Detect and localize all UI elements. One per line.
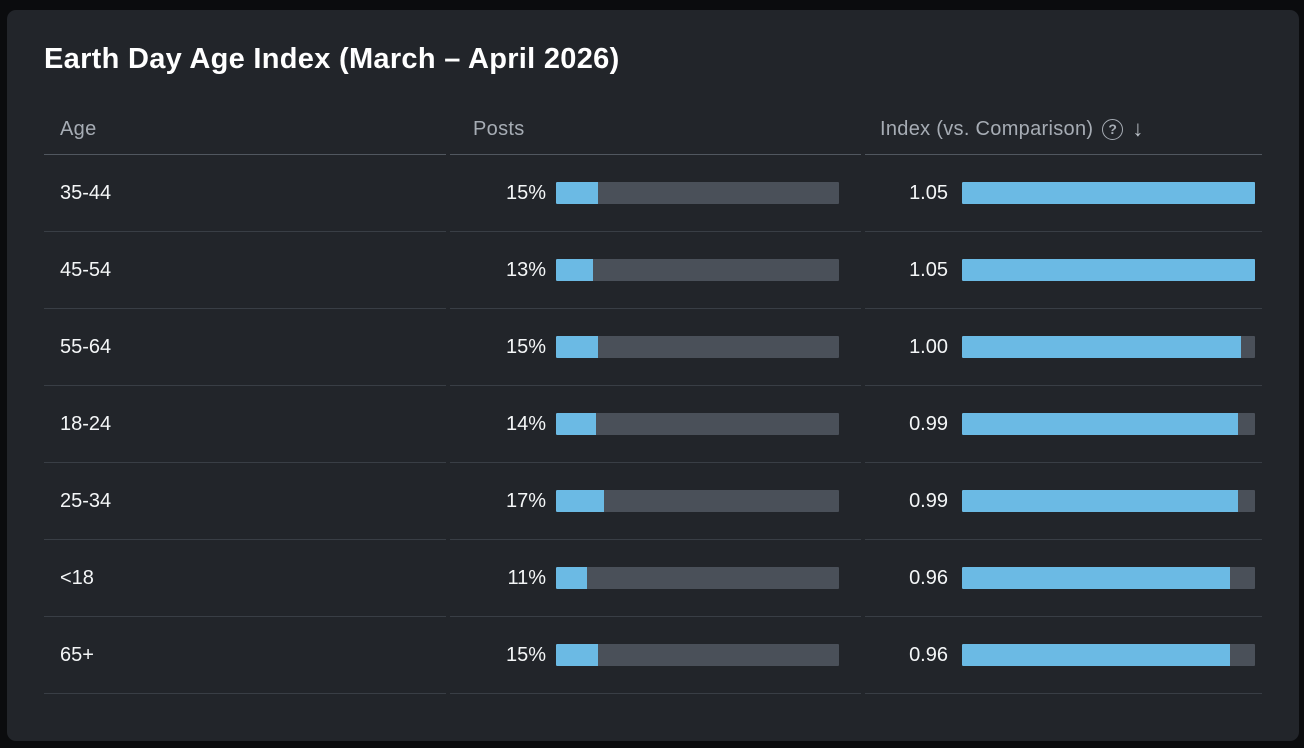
index-cell: 0.99 [865,463,1262,540]
posts-value: 15% [505,181,546,204]
age-label: 18-24 [60,412,112,435]
index-bar-fill [962,413,1239,435]
table-row: 45-54 13% 1.05 [44,232,1262,309]
index-cell: 1.05 [865,155,1262,232]
posts-cell: 14% [450,386,861,463]
age-index-card: Earth Day Age Index (March – April 2026)… [7,10,1299,741]
posts-bar-track [556,567,839,589]
index-value: 1.05 [909,258,948,281]
index-cell: 1.05 [865,232,1262,309]
age-index-table: Age Posts Index (vs. Comparison) ? ↓ 35-… [44,104,1262,694]
index-bar-track [962,490,1255,512]
table-row: 18-24 14% 0.99 [44,386,1262,463]
age-label: 35-44 [60,181,112,204]
sort-descending-icon[interactable]: ↓ [1132,116,1144,141]
posts-bar-track [556,413,839,435]
table-row: <18 11% 0.96 [44,540,1262,617]
posts-bar-track [556,182,839,204]
index-value: 1.00 [909,335,948,358]
index-bar-fill [962,336,1241,358]
age-cell: 65+ [44,617,446,694]
posts-value: 15% [505,643,546,666]
index-bar-track [962,336,1255,358]
index-value: 0.96 [909,566,948,589]
posts-bar-fill [556,644,599,666]
page-title: Earth Day Age Index (March – April 2026) [44,43,620,75]
posts-bar-fill [556,259,593,281]
posts-value: 13% [505,258,546,281]
table-row: 25-34 17% 0.99 [44,463,1262,540]
posts-value: 17% [505,489,546,512]
index-bar-fill [962,644,1230,666]
posts-cell: 11% [450,540,861,617]
age-cell: <18 [44,540,446,617]
help-icon[interactable]: ? [1102,118,1124,140]
header-posts: Posts [450,104,861,155]
posts-bar-track [556,644,839,666]
index-value: 1.05 [909,181,948,204]
index-bar-track [962,567,1255,589]
header-age-label: Age [60,117,97,140]
posts-cell: 17% [450,463,861,540]
index-bar-fill [962,259,1255,281]
header-posts-label: Posts [473,117,525,140]
index-cell: 0.96 [865,617,1262,694]
age-label: 55-64 [60,335,112,358]
posts-bar-track [556,490,839,512]
age-cell: 45-54 [44,232,446,309]
index-bar-track [962,259,1255,281]
age-label: <18 [60,566,94,589]
table-row: 35-44 15% 1.05 [44,155,1262,232]
header-index-label: Index (vs. Comparison) [880,117,1094,140]
age-cell: 55-64 [44,309,446,386]
index-value: 0.99 [909,412,948,435]
age-cell: 35-44 [44,155,446,232]
posts-bar-fill [556,490,605,512]
header-index[interactable]: Index (vs. Comparison) ? ↓ [865,104,1262,155]
index-bar-fill [962,567,1230,589]
posts-cell: 13% [450,232,861,309]
table-row: 55-64 15% 1.00 [44,309,1262,386]
posts-value: 15% [505,335,546,358]
age-label: 65+ [60,643,94,666]
index-bar-track [962,644,1255,666]
posts-value: 14% [505,412,546,435]
index-bar-fill [962,182,1255,204]
posts-bar-fill [556,182,599,204]
index-value: 0.96 [909,643,948,666]
table-row: 65+ 15% 0.96 [44,617,1262,694]
index-cell: 0.99 [865,386,1262,463]
index-value: 0.99 [909,489,948,512]
posts-bar-fill [556,567,588,589]
posts-value: 11% [507,566,546,589]
posts-cell: 15% [450,309,861,386]
age-cell: 18-24 [44,386,446,463]
index-cell: 1.00 [865,309,1262,386]
index-cell: 0.96 [865,540,1262,617]
posts-bar-track [556,336,839,358]
index-bar-track [962,182,1255,204]
posts-bar-track [556,259,839,281]
table-header-row: Age Posts Index (vs. Comparison) ? ↓ [44,104,1262,155]
age-cell: 25-34 [44,463,446,540]
posts-cell: 15% [450,617,861,694]
age-label: 45-54 [60,258,112,281]
age-label: 25-34 [60,489,112,512]
index-bar-fill [962,490,1239,512]
index-bar-track [962,413,1255,435]
posts-cell: 15% [450,155,861,232]
posts-bar-fill [556,413,596,435]
posts-bar-fill [556,336,599,358]
header-age: Age [44,104,446,155]
